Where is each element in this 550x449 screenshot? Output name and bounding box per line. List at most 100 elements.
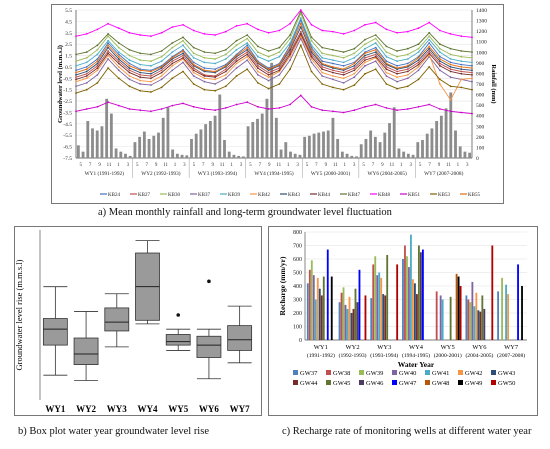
y-tick-label: 300 — [293, 298, 302, 304]
legend-label: KB39 — [228, 193, 240, 198]
series-point — [85, 72, 88, 75]
series-point — [182, 102, 184, 105]
rainfall-bar — [81, 151, 85, 158]
rainfall-bar — [336, 138, 340, 158]
series-point — [471, 77, 473, 80]
rainfall-bar — [91, 128, 94, 158]
series-point — [267, 31, 270, 34]
category-label: WY7 — [230, 404, 250, 414]
series-point — [128, 62, 131, 65]
series-point — [203, 56, 206, 59]
series-point — [128, 78, 131, 81]
series-point — [235, 25, 238, 27]
series-point — [385, 68, 388, 71]
month-tick-label: 7 — [259, 163, 262, 168]
series-point — [171, 46, 174, 49]
bar-gw47 — [517, 264, 519, 340]
rainfall-bar — [364, 138, 368, 158]
series-point — [96, 44, 99, 47]
bar-gw37 — [370, 298, 373, 340]
rainfall-bar — [270, 62, 274, 158]
series-point — [182, 39, 184, 42]
right-tick-label: 800 — [476, 71, 485, 77]
series-point — [150, 75, 152, 77]
bar-gw41 — [441, 299, 444, 340]
series-point — [289, 34, 291, 36]
series-point — [406, 64, 409, 67]
month-tick-label: 1 — [230, 163, 233, 168]
series-point — [310, 58, 313, 60]
series-point — [332, 48, 334, 51]
series-point — [406, 58, 409, 60]
series-point — [406, 30, 409, 33]
rainfall-bar — [152, 135, 156, 158]
legend-label: GW46 — [366, 380, 384, 387]
bar-gw40 — [312, 275, 315, 340]
rainfall-bar — [109, 113, 113, 158]
month-tick-label: 11 — [276, 163, 281, 168]
rainfall-bar — [439, 115, 443, 158]
left-tick-label: -2.5 — [63, 99, 72, 105]
series-point — [364, 43, 366, 46]
boxplot-chart: Groundwater level rise (m.m.s.l) WY1 WY2 WY… — [14, 230, 253, 414]
series-point — [150, 80, 152, 83]
bar-gw50 — [396, 264, 399, 340]
legend-label: KB30 — [168, 193, 180, 198]
box-wy6 — [196, 335, 222, 358]
series-point — [396, 72, 398, 75]
rainfall-bar — [147, 138, 151, 158]
left-tick-label: -6.5 — [63, 145, 72, 151]
bar-gw39 — [501, 277, 504, 340]
water-year-label: WY3 (1993-1994) — [198, 170, 238, 177]
series-point — [471, 74, 473, 76]
series-point — [182, 61, 184, 64]
series-point — [150, 77, 152, 80]
series-point — [257, 74, 259, 76]
bar-gw45 — [449, 296, 452, 340]
legend-swatch-gw45 — [326, 380, 331, 385]
series-line-kb47 — [75, 9, 473, 55]
legend-label: GW49 — [465, 380, 482, 387]
series-point — [332, 71, 334, 74]
series-point — [332, 110, 334, 113]
bar-gw42 — [316, 277, 319, 340]
series-point — [128, 69, 131, 72]
series-point — [364, 61, 366, 64]
y-tick-label: 500 — [293, 271, 302, 277]
rainfall-bar — [241, 156, 245, 158]
series-point — [417, 43, 420, 46]
bar-gw39 — [406, 256, 408, 340]
category-label: WY5 — [168, 404, 188, 414]
rainfall-bar — [171, 149, 175, 158]
series-point — [310, 23, 313, 26]
series-point — [439, 51, 441, 53]
series-point — [417, 47, 420, 50]
y2-axis-title: Rainfall (mm) — [490, 64, 497, 103]
series-point — [299, 94, 302, 97]
series-point — [75, 64, 77, 67]
series-point — [385, 60, 388, 63]
month-tick-label: 9 — [381, 163, 384, 168]
rainfall-bar — [369, 130, 373, 158]
series-point — [267, 68, 270, 71]
series-point — [321, 62, 324, 65]
series-point — [321, 66, 324, 68]
series-point — [75, 110, 77, 113]
series-point — [364, 72, 366, 75]
series-point — [417, 61, 420, 64]
month-tick-label: 5 — [136, 163, 139, 168]
bar-gw50 — [459, 286, 462, 340]
legend-label: KB37 — [198, 193, 210, 198]
series-point — [267, 60, 270, 63]
month-tick-label: 3 — [296, 163, 299, 168]
series-point — [257, 70, 259, 73]
series-point — [449, 63, 452, 66]
legend-label: GW37 — [300, 370, 318, 377]
series-point — [160, 69, 163, 72]
month-tick-label: 7 — [145, 163, 148, 168]
series-point — [428, 52, 431, 55]
bar-gw45 — [386, 254, 389, 340]
bar-gw42 — [348, 296, 351, 340]
series-point — [117, 60, 120, 63]
series-point — [353, 56, 356, 59]
